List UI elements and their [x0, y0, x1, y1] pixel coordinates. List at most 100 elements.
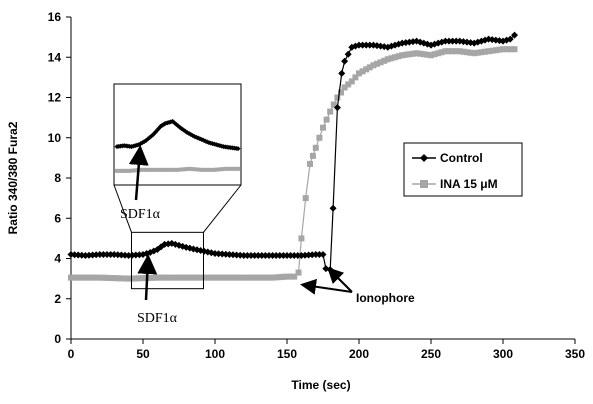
- data-point: [489, 47, 496, 54]
- inset-point: [236, 166, 240, 171]
- data-point: [129, 275, 136, 282]
- data-point: [506, 35, 514, 43]
- data-point: [295, 269, 302, 276]
- y-tick-label: 14: [48, 50, 62, 64]
- data-point: [359, 41, 367, 49]
- legend: Control INA 15 μM: [403, 142, 523, 197]
- data-point: [482, 48, 488, 55]
- zoom-box: [130, 231, 204, 290]
- inset-point: [211, 167, 216, 172]
- x-tick-label: 200: [349, 347, 369, 361]
- inset-point: [193, 167, 198, 172]
- data-point: [406, 51, 413, 58]
- inset-point: [205, 167, 210, 172]
- data-point: [100, 274, 107, 281]
- data-point: [485, 48, 492, 55]
- data-point: [176, 274, 182, 281]
- data-point: [302, 195, 309, 202]
- inset-point: [151, 167, 156, 172]
- data-point: [283, 251, 291, 259]
- data-point: [78, 274, 85, 281]
- data-point: [492, 47, 499, 54]
- data-point: [265, 251, 273, 259]
- sdf-label-top: SDF1α: [120, 207, 161, 222]
- y-tick-label: 12: [48, 91, 62, 105]
- data-point: [449, 48, 456, 55]
- data-point: [237, 274, 244, 281]
- inset-point: [184, 167, 189, 172]
- data-point: [441, 37, 449, 45]
- y-tick-label: 4: [54, 252, 61, 266]
- data-point: [222, 250, 230, 258]
- data-point: [201, 274, 208, 281]
- data-point: [413, 50, 420, 57]
- data-point: [86, 274, 92, 281]
- data-point: [168, 274, 175, 281]
- data-point: [244, 274, 251, 281]
- sdf-arrow-top: [128, 145, 149, 201]
- y-tick-label: 0: [54, 332, 61, 346]
- ionophore-arrow-ina: [300, 278, 353, 295]
- data-point: [261, 251, 269, 259]
- data-point: [118, 275, 125, 282]
- data-point: [226, 274, 233, 281]
- inset-connector: [203, 184, 242, 233]
- inset-point: [163, 167, 168, 172]
- data-point: [338, 69, 346, 77]
- data-point: [75, 274, 82, 281]
- data-point: [276, 251, 284, 259]
- data-point: [294, 251, 302, 259]
- data-point: [474, 49, 481, 56]
- data-point: [453, 48, 460, 55]
- inset-point: [223, 166, 228, 171]
- data-point: [356, 70, 362, 77]
- data-point: [96, 250, 104, 258]
- data-point: [345, 81, 352, 88]
- data-point: [445, 37, 453, 45]
- data-point: [215, 274, 222, 281]
- data-point: [467, 49, 474, 56]
- legend-label: Control: [440, 151, 483, 165]
- data-point: [402, 51, 409, 58]
- data-point: [107, 250, 115, 258]
- data-point: [243, 251, 251, 259]
- data-point: [103, 250, 111, 258]
- data-point: [355, 41, 363, 49]
- data-point: [496, 46, 503, 53]
- data-point: [99, 250, 107, 258]
- inset-point: [160, 167, 165, 172]
- data-point: [399, 52, 406, 59]
- x-axis-title: Time (sec): [291, 378, 350, 392]
- data-point: [471, 50, 478, 57]
- data-point: [93, 274, 100, 281]
- inset-point: [229, 166, 234, 171]
- data-point: [348, 78, 355, 85]
- data-point: [327, 108, 334, 115]
- data-point: [251, 251, 259, 259]
- annotations: SDF1α SDF1α Ionophore: [120, 145, 415, 326]
- data-point: [208, 274, 215, 281]
- data-point: [258, 274, 265, 281]
- data-point: [503, 46, 510, 53]
- data-point: [258, 251, 266, 259]
- data-point: [507, 46, 514, 53]
- data-point: [240, 251, 248, 259]
- data-point: [68, 274, 74, 281]
- axis-ticks: 0 50 100 150 200 250 300 350 0 2 4 6 8 10 12 14 16: [48, 10, 586, 361]
- data-point: [366, 41, 374, 49]
- inset-point: [124, 168, 129, 173]
- data-point: [323, 116, 330, 123]
- inset-point: [118, 168, 123, 173]
- data-point: [338, 89, 344, 96]
- data-point: [255, 274, 262, 281]
- data-point: [161, 274, 168, 281]
- data-point: [377, 59, 384, 66]
- data-point: [190, 274, 197, 281]
- data-point: [287, 273, 294, 280]
- data-point: [194, 274, 200, 281]
- data-point: [251, 274, 258, 281]
- data-point: [316, 134, 323, 141]
- inset-point: [235, 146, 241, 152]
- inset-point: [175, 167, 180, 172]
